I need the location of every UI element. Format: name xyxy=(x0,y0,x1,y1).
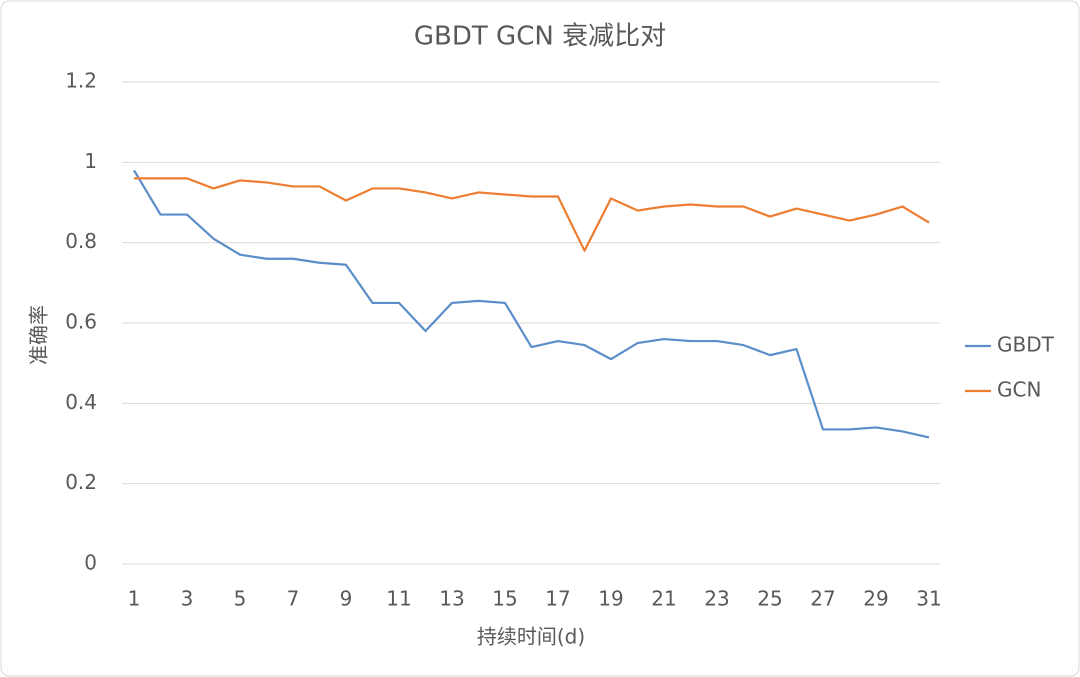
x-tick-label: 31 xyxy=(916,587,941,611)
x-tick-label: 7 xyxy=(287,587,300,611)
x-tick-label: 5 xyxy=(234,587,247,611)
x-tick-label: 11 xyxy=(386,587,411,611)
x-axis-title: 持续时间(d) xyxy=(477,625,585,649)
y-tick-label: 0 xyxy=(84,551,97,575)
x-tick-label: 23 xyxy=(704,587,729,611)
x-tick-label: 29 xyxy=(863,587,888,611)
x-tick-label: 9 xyxy=(340,587,353,611)
legend-label: GCN xyxy=(997,378,1041,402)
x-tick-label: 27 xyxy=(810,587,835,611)
chart-title: GBDT GCN 衰减比对 xyxy=(414,22,666,52)
x-tick-label: 3 xyxy=(181,587,194,611)
x-tick-label: 13 xyxy=(439,587,464,611)
y-tick-label: 0.8 xyxy=(65,229,97,253)
x-tick-label: 19 xyxy=(598,587,623,611)
x-tick-label: 1 xyxy=(128,587,141,611)
y-tick-label: 0.6 xyxy=(65,310,97,334)
x-tick-label: 21 xyxy=(651,587,676,611)
y-tick-label: 0.2 xyxy=(65,470,97,494)
x-tick-label: 17 xyxy=(545,587,570,611)
x-tick-label: 25 xyxy=(757,587,782,611)
y-tick-label: 1.2 xyxy=(65,69,97,93)
series-line xyxy=(134,177,930,252)
y-axis-title: 准确率 xyxy=(27,305,51,365)
legend-label: GBDT xyxy=(997,333,1055,357)
x-tick-label: 15 xyxy=(492,587,517,611)
y-tick-label: 1 xyxy=(84,149,97,173)
series-line xyxy=(133,169,930,439)
y-tick-label: 0.4 xyxy=(65,390,97,414)
